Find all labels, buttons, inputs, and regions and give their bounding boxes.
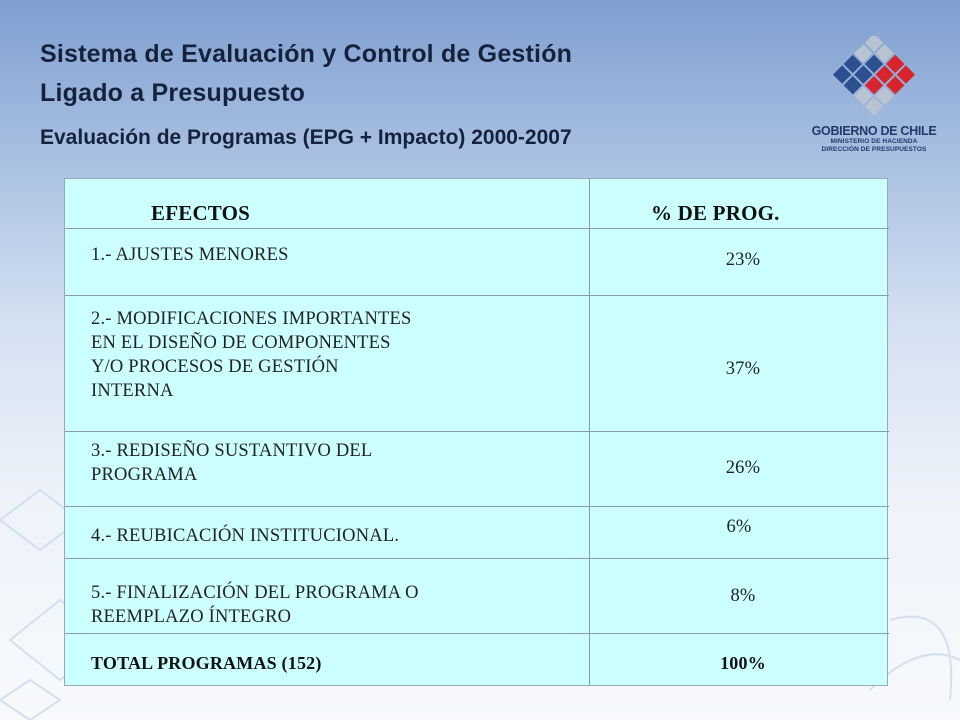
table-row-2-line-1: 2.- MODIFICACIONES IMPORTANTES <box>91 309 412 329</box>
row-divider <box>65 228 889 229</box>
table-row-5-pct: 8% <box>730 586 756 606</box>
row-divider <box>65 431 889 432</box>
table-total-label: TOTAL PROGRAMAS (152) <box>91 653 322 673</box>
effects-table: EFECTOS % DE PROG. 1.- AJUSTES MENORES 2… <box>64 178 889 686</box>
table-row-1-pct: 23% <box>725 250 761 270</box>
page-subtitle: Evaluación de Programas (EPG + Impacto) … <box>40 126 572 149</box>
table-row-2-line-3: Y/O PROCESOS DE GESTIÓN <box>91 357 339 377</box>
column-header-efectos: EFECTOS <box>151 201 251 225</box>
column-header-percent: % DE PROG. <box>651 201 780 225</box>
row-divider <box>65 506 889 507</box>
column-divider <box>589 179 590 686</box>
table-row-3-line-1: 3.- REDISEÑO SUSTANTIVO DEL <box>91 441 373 461</box>
row-divider <box>65 558 889 559</box>
table-row-5-line-2: REEMPLAZO ÍNTEGRO <box>91 607 292 627</box>
logo-ministry: MINISTERIO DE HACIENDA <box>830 138 918 145</box>
logo-name: GOBIERNO DE CHILE <box>811 124 937 138</box>
logo-direction: DIRECCIÓN DE PRESUPUESTOS <box>821 146 927 153</box>
chile-government-emblem-icon <box>832 36 916 116</box>
table-row-1-efecto: 1.- AJUSTES MENORES <box>91 245 289 265</box>
table-row-2-line-4: INTERNA <box>91 381 174 401</box>
government-logo: GOBIERNO DE CHILE MINISTERIO DE HACIENDA… <box>808 36 940 164</box>
row-divider <box>65 633 889 634</box>
table-row-4-pct: 6% <box>726 517 752 537</box>
table-row-2-line-2: EN EL DISEÑO DE COMPONENTES <box>91 333 391 353</box>
table-row-5-efecto: 5.- FINALIZACIÓN DEL PROGRAMA O REEMPLAZ… <box>91 581 419 629</box>
table-row-3-efecto: 3.- REDISEÑO SUSTANTIVO DEL PROGRAMA <box>91 439 372 487</box>
row-divider <box>65 295 889 296</box>
table-row-5-line-1: 5.- FINALIZACIÓN DEL PROGRAMA O <box>91 583 419 603</box>
page-title-line-1: Sistema de Evaluación y Control de Gesti… <box>40 40 573 68</box>
table-row-4-efecto: 4.- REUBICACIÓN INSTITUCIONAL. <box>91 526 400 546</box>
page-title-line-2: Ligado a Presupuesto <box>40 79 306 107</box>
table-total-pct: 100% <box>720 653 766 673</box>
table-row-2-efecto: 2.- MODIFICACIONES IMPORTANTES EN EL DIS… <box>91 307 412 403</box>
table-row-2-pct: 37% <box>725 359 761 379</box>
table-row-3-line-2: PROGRAMA <box>91 465 198 485</box>
table-row-3-pct: 26% <box>725 458 761 478</box>
